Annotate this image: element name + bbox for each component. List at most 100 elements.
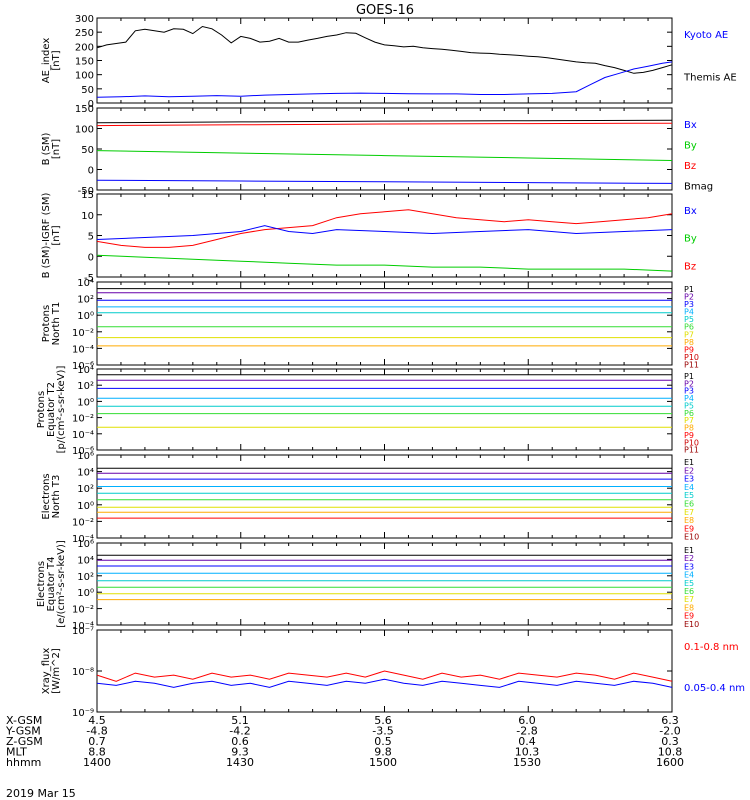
x-axis-value: 1430 bbox=[226, 756, 254, 769]
y-axis-label: ElectronsEquator T4[e/(cm²-s-sr-keV)] bbox=[36, 540, 67, 628]
legend-entry: Themis AE bbox=[683, 73, 737, 84]
x-axis-value: 1530 bbox=[513, 756, 541, 769]
y-axis-label-line: [e/(cm²-s-sr-keV)] bbox=[56, 540, 67, 628]
y-tick-label: 0 bbox=[88, 252, 94, 263]
y-axis-label-line: B (SM) bbox=[41, 132, 52, 165]
y-tick-label: 10² bbox=[77, 572, 94, 583]
legend-entry: Bx bbox=[684, 206, 697, 217]
y-axis-label-line: Protons bbox=[36, 391, 47, 428]
series-line-bx bbox=[96, 179, 673, 184]
legend-entry: E6 bbox=[684, 500, 694, 509]
series-line-0-05-0-4-nm bbox=[96, 678, 673, 688]
y-axis-label-line: [nT] bbox=[51, 50, 62, 70]
x-axis-value: 10.3 bbox=[515, 746, 540, 759]
legend-entry: E3 bbox=[684, 562, 694, 571]
x-axis-value: 0.7 bbox=[88, 735, 106, 748]
legend-entry: By bbox=[684, 234, 697, 245]
x-axis-row-label: X-GSM bbox=[6, 714, 42, 727]
y-axis-label-line: [nT] bbox=[51, 225, 62, 245]
y-tick-label: 10⁴ bbox=[77, 468, 94, 479]
panel-pn: 10⁴ 10² 10⁰ 10⁻² 10⁻⁴ 10⁻⁶ ProtonsNorth T1 P1P2… bbox=[41, 278, 699, 372]
y-tick-label: 10⁴ bbox=[77, 278, 94, 289]
x-axis-value: 1600 bbox=[656, 756, 684, 769]
legend-entry: P6 bbox=[684, 409, 694, 418]
x-axis-row-label: Z-GSM bbox=[6, 735, 43, 748]
panel-bsm: 150 100 50 0 -50 B (SM)[nT] Bx By Bz Bmag bbox=[41, 104, 713, 197]
legend-entry: P9 bbox=[684, 431, 694, 440]
y-tick-label: 10⁻⁶ bbox=[72, 446, 94, 457]
y-tick-label: 300 bbox=[75, 14, 94, 25]
figure-title: GOES-16 bbox=[356, 3, 414, 18]
legend-entry: E3 bbox=[684, 475, 694, 484]
series-line-themis-ae bbox=[96, 25, 673, 74]
y-tick-label: -50 bbox=[78, 186, 94, 197]
y-axis-label-line: Xray_flux bbox=[41, 648, 52, 695]
y-tick-label: 10⁻⁸ bbox=[72, 667, 94, 678]
y-axis-label: ProtonsNorth T1 bbox=[41, 302, 62, 346]
legend-entry: P8 bbox=[684, 338, 694, 347]
y-tick-label: 10² bbox=[77, 295, 94, 306]
x-axis-row-label: Y-GSM bbox=[5, 725, 41, 738]
series-line-by bbox=[96, 254, 673, 272]
panel-pe: 10⁴ 10² 10⁰ 10⁻² 10⁻⁴ 10⁻⁶ ProtonsEquator T2[p… bbox=[36, 365, 699, 457]
legend-entry: 0.1-0.8 nm bbox=[684, 642, 739, 653]
y-axis-label-line: [p/(cm²-s-sr-keV)] bbox=[56, 366, 67, 454]
legend-entry: P9 bbox=[684, 345, 694, 354]
x-axis-value: 0.5 bbox=[374, 735, 392, 748]
legend-entry: E8 bbox=[684, 516, 694, 525]
panel-frame bbox=[96, 454, 673, 539]
series-line-bmag bbox=[96, 119, 673, 124]
legend-entry: E1 bbox=[684, 546, 694, 555]
x-axis-value: 1500 bbox=[369, 756, 397, 769]
panel-bigrf: 15 10 5 0 -5 B (SM)-IGRF (SM)[nT] Bx By Bz bbox=[41, 190, 697, 284]
legend-entry: P4 bbox=[684, 394, 694, 403]
legend-entry: E4 bbox=[684, 483, 694, 492]
legend-entry: E9 bbox=[684, 612, 694, 621]
panel-frame bbox=[96, 17, 673, 104]
x-axis-value: -2.8 bbox=[516, 725, 537, 738]
panel-frame bbox=[96, 281, 673, 366]
legend-entry: P1 bbox=[684, 372, 694, 381]
y-tick-label: 10⁶ bbox=[77, 539, 94, 550]
series-line-bx bbox=[96, 225, 673, 240]
x-axis-row-label: MLT bbox=[6, 746, 27, 759]
y-tick-label: 10² bbox=[77, 381, 94, 392]
x-axis-value: -4.2 bbox=[229, 725, 250, 738]
y-tick-label: 10⁰ bbox=[77, 311, 94, 322]
y-axis-label: B (SM)[nT] bbox=[41, 132, 62, 165]
legend-entry: P10 bbox=[684, 353, 699, 362]
legend-entry: P2 bbox=[684, 293, 694, 302]
legend-entry: E2 bbox=[684, 554, 694, 563]
y-axis-label: Xray_flux[W/m^2] bbox=[41, 648, 62, 695]
y-tick-label: 10⁻⁴ bbox=[72, 430, 94, 441]
legend-entry: P8 bbox=[684, 424, 694, 433]
legend-entry: P4 bbox=[684, 308, 694, 317]
legend-entry: 0.05-0.4 nm bbox=[684, 683, 745, 694]
x-axis-value: 0.3 bbox=[661, 735, 679, 748]
legend-entry: E10 bbox=[684, 533, 699, 542]
legend-entry: E2 bbox=[684, 466, 694, 475]
y-tick-label: 10⁻² bbox=[72, 517, 94, 528]
legend-entry: P7 bbox=[684, 416, 694, 425]
x-axis-value: 6.3 bbox=[661, 714, 679, 727]
y-axis-label-line: Equator T2 bbox=[46, 382, 57, 437]
x-axis-value: 9.3 bbox=[231, 746, 249, 759]
legend-entry: P6 bbox=[684, 323, 694, 332]
legend-entry: P3 bbox=[684, 300, 694, 309]
legend-entry: E5 bbox=[684, 579, 694, 588]
x-axis-value: 5.6 bbox=[374, 714, 392, 727]
x-axis-value: 0.6 bbox=[231, 735, 249, 748]
y-axis-label-line: North T3 bbox=[51, 475, 62, 519]
y-tick-label: 10⁰ bbox=[77, 588, 94, 599]
y-axis-label-line: AE_index bbox=[41, 38, 52, 84]
y-axis-label: B (SM)-IGRF (SM)[nT] bbox=[41, 193, 62, 279]
y-axis-label: AE_index[nT] bbox=[41, 38, 62, 84]
y-tick-label: 200 bbox=[75, 42, 94, 53]
x-axis-value: 5.1 bbox=[231, 714, 249, 727]
y-axis-label: ElectronsNorth T3 bbox=[41, 473, 62, 519]
y-tick-label: 50 bbox=[81, 85, 94, 96]
y-axis-label-line: Equator T4 bbox=[46, 557, 57, 612]
y-tick-label: 10⁻² bbox=[72, 414, 94, 425]
y-axis-label-line: [nT] bbox=[51, 139, 62, 159]
